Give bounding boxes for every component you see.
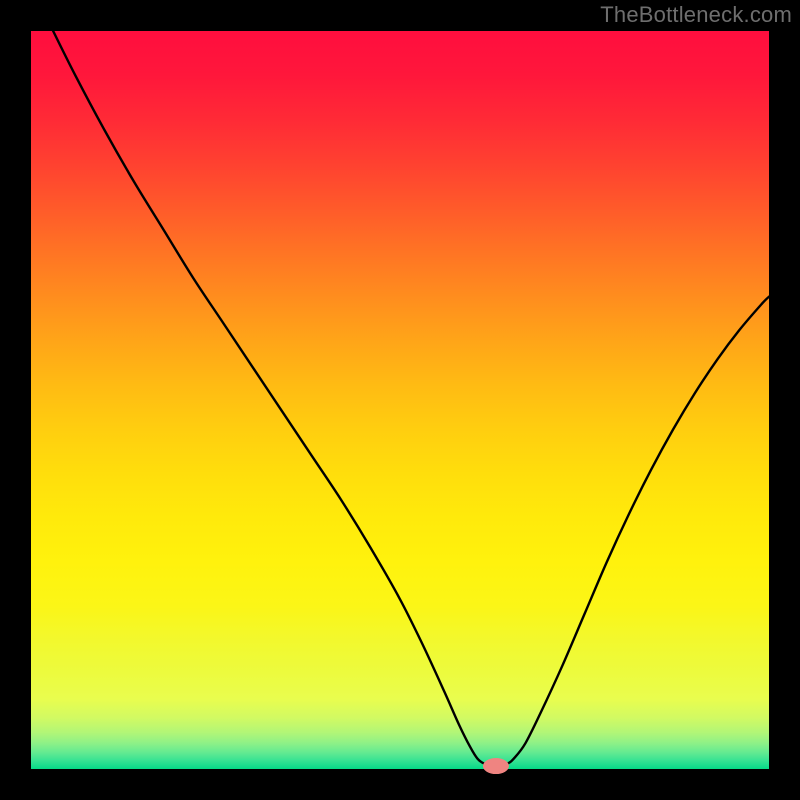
bottleneck-chart-container: TheBottleneck.com [0,0,800,800]
chart-plot-background [31,31,769,769]
optimal-point-marker [483,758,509,774]
bottleneck-chart [0,0,800,800]
watermark-text: TheBottleneck.com [600,2,792,28]
